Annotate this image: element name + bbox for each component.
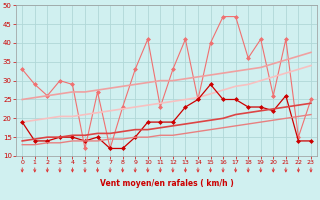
X-axis label: Vent moyen/en rafales ( km/h ): Vent moyen/en rafales ( km/h ) bbox=[100, 179, 234, 188]
